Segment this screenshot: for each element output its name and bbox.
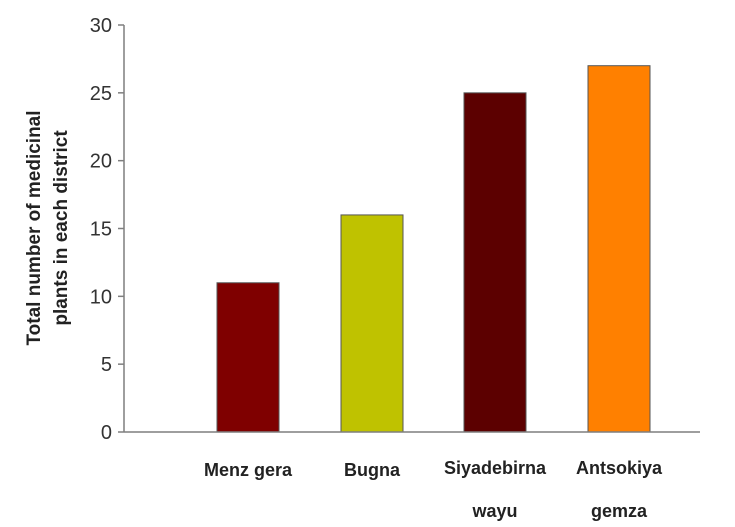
x-tick-label: Menz gera xyxy=(204,460,293,480)
bar xyxy=(587,65,651,433)
y-axis-title-line: plants in each district xyxy=(51,130,72,326)
bars xyxy=(216,65,651,433)
y-axis-title: Total number of medicinal plants in each … xyxy=(24,110,72,345)
y-tick-label: 0 xyxy=(101,422,112,444)
y-tick-label: 10 xyxy=(90,286,112,308)
x-tick-label: Siyadebirna xyxy=(444,458,547,478)
y-tick-label: 25 xyxy=(90,83,112,105)
x-axis-labels: Menz gera Bugna Siyadebirna wayu Antsokiya ge… xyxy=(204,458,663,521)
bar xyxy=(463,92,527,433)
y-tick-label: 5 xyxy=(101,354,112,376)
x-tick-label: gemza xyxy=(591,501,648,521)
x-tick-label: Antsokiya xyxy=(576,458,663,478)
x-tick-label: wayu xyxy=(471,501,517,521)
y-tick-label: 15 xyxy=(90,219,112,241)
y-tick-label: 30 xyxy=(90,15,112,37)
bar xyxy=(340,214,404,433)
y-axis: 0 5 10 15 20 25 30 xyxy=(90,15,125,444)
y-axis-title-line: Total number of medicinal xyxy=(24,110,45,345)
bar xyxy=(216,282,280,433)
y-tick-label: 20 xyxy=(90,151,112,173)
x-tick-label: Bugna xyxy=(344,460,401,480)
